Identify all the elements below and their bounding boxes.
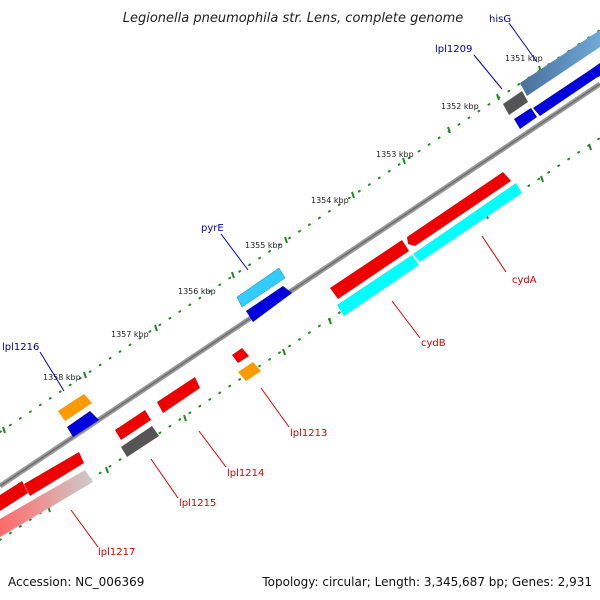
reverse-features [0, 172, 522, 537]
genome-backbone [0, 81, 600, 489]
tick-labels: 1351 kbp 1352 kbp 1353 kbp 1354 kbp 1355… [43, 54, 543, 382]
tick-label: 1357 kbp [111, 330, 149, 339]
gene-bar-lpl1213 [238, 362, 261, 381]
gene-labels: hisG lpl1209 pyrE lpl1216 cydA cydB lpl1… [2, 14, 537, 558]
cds-arrow-cydB [330, 240, 409, 299]
gene-label-lpl1213: lpl1213 [290, 428, 327, 439]
tick-label: 1352 kbp [441, 102, 479, 111]
gene-label-lpl1214: lpl1214 [227, 468, 264, 479]
tick-label: 1355 kbp [245, 241, 283, 250]
gene-bar-cydA [413, 183, 522, 262]
gene-bar-cydB [337, 255, 419, 316]
accession-text: Accession: NC_006369 [8, 575, 144, 589]
cds-arrow-lpl1217 [24, 452, 84, 496]
gene-bar-hisG [520, 30, 600, 96]
cds-arrow-lpl1213 [232, 348, 249, 363]
cds-arrow-lpl1216 [67, 411, 99, 437]
cds-arrow-lpl1209 [514, 108, 537, 129]
tick-label: 1356 kbp [178, 287, 216, 296]
gene-label-lpl1215: lpl1215 [179, 498, 216, 509]
gene-label-hisG: hisG [489, 14, 511, 25]
tick-label: 1358 kbp [43, 373, 81, 382]
gene-label-lpl1217: lpl1217 [98, 547, 135, 558]
gene-label-cydB: cydB [421, 338, 446, 349]
outer-tick-track [0, 29, 600, 433]
cds-arrow-cydA [407, 172, 511, 246]
cds-arrow-pyrE [246, 286, 292, 322]
topology-text: Topology: circular; Length: 3,345,687 bp… [261, 575, 592, 589]
label-leaders [39, 22, 538, 548]
cds-arrow-left [0, 481, 28, 511]
gene-label-pyrE: pyrE [201, 223, 224, 234]
gene-bar-lpl1209 [503, 91, 528, 115]
gene-bar-lpl1215 [121, 426, 159, 457]
gene-bar-lpl1217 [0, 470, 93, 537]
cds-arrow-lpl1214 [157, 377, 200, 413]
tick-label: 1354 kbp [311, 196, 349, 205]
tick-label: 1353 kbp [376, 150, 414, 159]
gene-bar-pyrE [236, 267, 286, 308]
forward-features [58, 30, 600, 437]
gene-bar-lpl1216 [58, 394, 92, 421]
tick-label: 1351 kbp [505, 54, 543, 63]
cds-arrow-head [590, 63, 600, 78]
cds-arrow-lpl1215 [115, 410, 151, 440]
map-title: Legionella pneumophila str. Lens, comple… [123, 11, 464, 26]
gene-label-lpl1216: lpl1216 [2, 342, 39, 353]
gene-label-lpl1209: lpl1209 [435, 44, 472, 55]
outer-major-ticks [2, 65, 542, 434]
gene-label-cydA: cydA [512, 275, 537, 286]
cds-arrow-hisG [533, 70, 596, 116]
